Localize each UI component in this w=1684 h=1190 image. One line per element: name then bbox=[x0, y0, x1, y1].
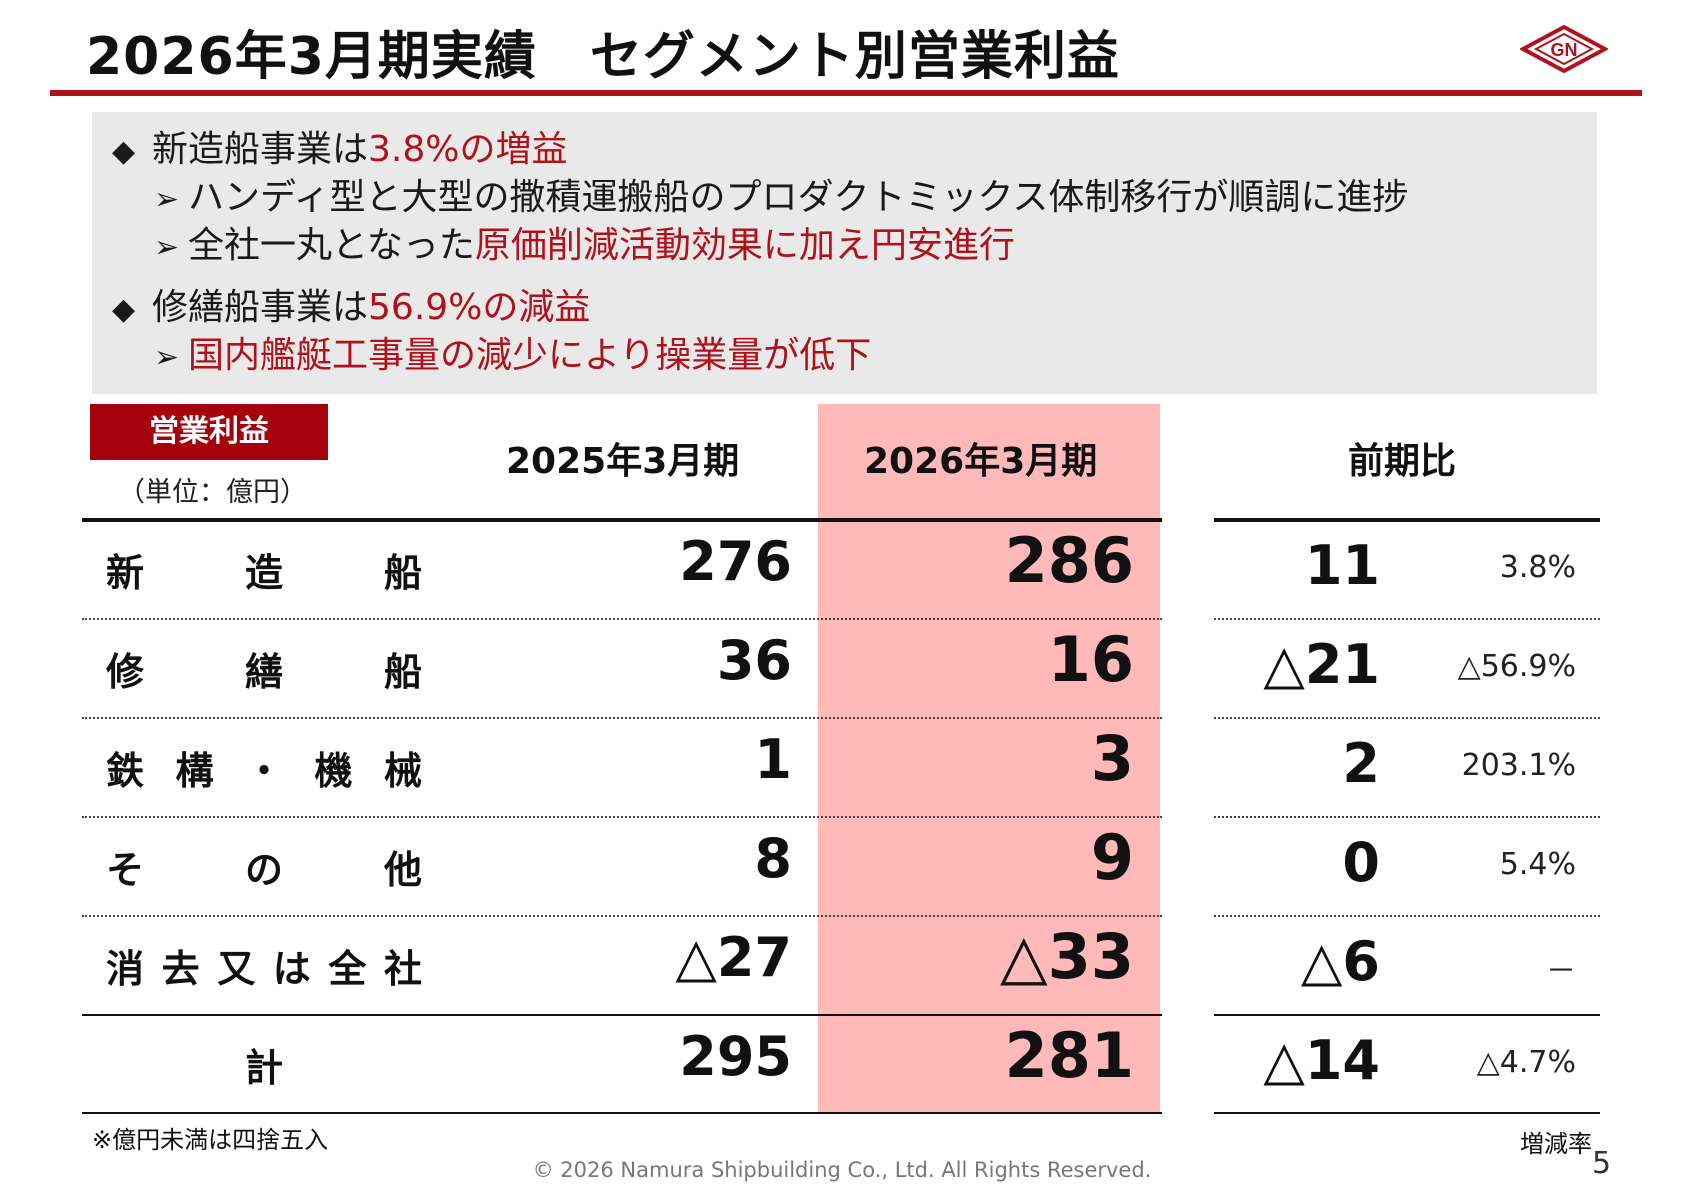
value-prev: 1 bbox=[754, 728, 792, 791]
diamond-bullet-icon: ◆ bbox=[112, 292, 136, 327]
logo-text: GN bbox=[1551, 40, 1578, 60]
table-bottom-rule bbox=[82, 1112, 1162, 1114]
summary-box: ◆ 新造船事業は3.8%の増益 ➢ ハンディ型と大型の撒積運搬船のプロダクトミックス… bbox=[92, 112, 1597, 394]
row-label: 消去又は全社 bbox=[106, 947, 422, 991]
total-top-rule-right bbox=[1214, 1014, 1600, 1016]
value-prev: 8 bbox=[754, 827, 792, 890]
row-divider bbox=[1214, 915, 1600, 917]
summary-text: 修繕船事業は bbox=[152, 287, 369, 328]
total-prev: 295 bbox=[679, 1025, 792, 1088]
page-number: 5 bbox=[1592, 1146, 1612, 1181]
row-divider bbox=[1214, 816, 1600, 818]
unit-label: （単位：億円） bbox=[118, 477, 307, 508]
column-header-diff: 前期比 bbox=[1348, 441, 1457, 482]
total-top-rule bbox=[82, 1014, 1162, 1016]
value-curr: 3 bbox=[1090, 722, 1134, 795]
row-label: 修繕船 bbox=[106, 650, 422, 694]
row-divider bbox=[82, 618, 1162, 620]
row-divider bbox=[82, 717, 1162, 719]
row-divider bbox=[82, 816, 1162, 818]
value-prev: △27 bbox=[675, 926, 792, 989]
value-diff: 0 bbox=[1342, 831, 1380, 894]
row-divider bbox=[1214, 717, 1600, 719]
summary-sub-productmix: ➢ ハンディ型と大型の撒積運搬船のプロダクトミックス体制移行が順調に進捗 bbox=[154, 168, 1408, 220]
value-diff: △21 bbox=[1263, 633, 1380, 696]
value-diff: △6 bbox=[1300, 930, 1380, 993]
table-top-rule bbox=[82, 518, 1162, 522]
summary-highlight: 3.8%の増益 bbox=[368, 129, 568, 170]
summary-text: 全社一丸となった bbox=[188, 225, 475, 266]
value-diff: 11 bbox=[1304, 534, 1380, 597]
total-rate: △4.7% bbox=[1476, 1045, 1576, 1080]
value-curr: 286 bbox=[1004, 524, 1134, 597]
company-logo: GN bbox=[1520, 24, 1608, 74]
value-curr: 9 bbox=[1090, 821, 1134, 894]
table-top-rule-right bbox=[1214, 518, 1600, 522]
arrow-bullet-icon: ➢ bbox=[154, 230, 180, 265]
title-underline bbox=[50, 90, 1642, 96]
summary-bullet-newbuild: ◆ 新造船事業は3.8%の増益 bbox=[112, 120, 567, 172]
summary-highlight: 56.9%の減益 bbox=[368, 287, 591, 328]
row-divider bbox=[1214, 618, 1600, 620]
column-header-prev: 2025年3月期 bbox=[506, 441, 740, 482]
arrow-bullet-icon: ➢ bbox=[154, 340, 180, 375]
current-period-highlight bbox=[818, 404, 1160, 1112]
row-label: 鉄構・機械 bbox=[106, 749, 422, 793]
total-label: 計 bbox=[244, 1046, 283, 1090]
value-diff: 2 bbox=[1342, 732, 1380, 795]
summary-bullet-repair: ◆ 修繕船事業は56.9%の減益 bbox=[112, 278, 590, 330]
total-curr: 281 bbox=[1004, 1019, 1134, 1092]
summary-highlight: 国内艦艇工事量の減少により操業量が低下 bbox=[188, 335, 872, 376]
value-prev: 36 bbox=[716, 629, 792, 692]
row-divider bbox=[82, 915, 1162, 917]
value-curr: △33 bbox=[1000, 920, 1134, 993]
operating-profit-badge: 営業利益 bbox=[90, 404, 328, 460]
page-title: 2026年3月期実績 セグメント別営業利益 bbox=[86, 27, 1120, 87]
value-rate: 203.1% bbox=[1461, 748, 1576, 783]
summary-sub-naval: ➢ 国内艦艇工事量の減少により操業量が低下 bbox=[154, 326, 871, 378]
row-label: 新造船 bbox=[106, 551, 422, 595]
column-header-curr: 2026年3月期 bbox=[864, 441, 1098, 482]
summary-text: ハンディ型と大型の撒積運搬船のプロダクトミックス体制移行が順調に進捗 bbox=[188, 177, 1409, 218]
total-diff: △14 bbox=[1263, 1029, 1380, 1092]
arrow-bullet-icon: ➢ bbox=[154, 182, 180, 217]
value-rate: 5.4% bbox=[1499, 847, 1576, 882]
value-rate: △56.9% bbox=[1457, 649, 1576, 684]
table-bottom-rule-right bbox=[1214, 1112, 1600, 1114]
footnote: ※億円未満は四捨五入 bbox=[92, 1126, 329, 1154]
row-label: その他 bbox=[106, 848, 422, 892]
value-prev: 276 bbox=[679, 530, 792, 593]
summary-sub-costreduction: ➢ 全社一丸となった原価削減活動効果に加え円安進行 bbox=[154, 216, 1015, 268]
value-curr: 16 bbox=[1047, 623, 1134, 696]
value-rate: 3.8% bbox=[1499, 550, 1576, 585]
summary-highlight: 原価削減活動効果に加え円安進行 bbox=[474, 225, 1015, 266]
diamond-bullet-icon: ◆ bbox=[112, 134, 136, 169]
value-rate: － bbox=[1546, 954, 1576, 989]
copyright: © 2026 Namura Shipbuilding Co., Ltd. All… bbox=[532, 1158, 1152, 1182]
rate-label: 増減率 bbox=[1520, 1130, 1592, 1158]
summary-text: 新造船事業は bbox=[152, 129, 369, 170]
